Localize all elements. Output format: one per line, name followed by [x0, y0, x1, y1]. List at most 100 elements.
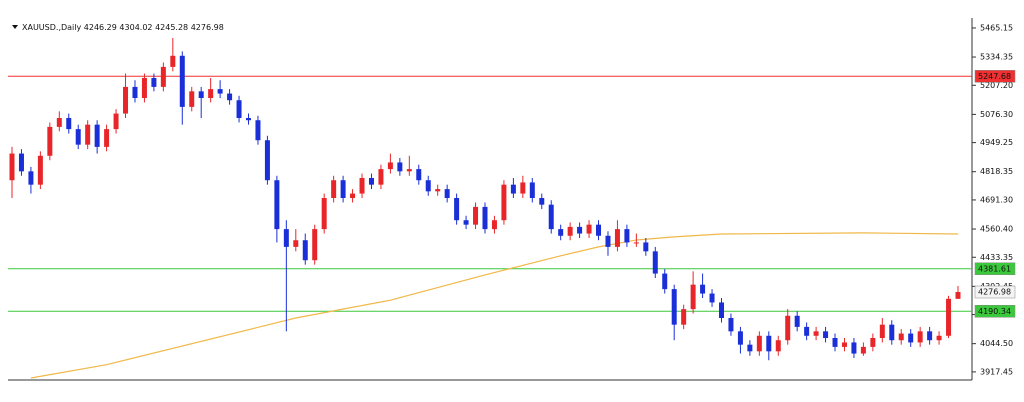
candle-body: [794, 315, 800, 327]
candle-body: [823, 331, 829, 338]
candle-body: [917, 331, 923, 343]
candle-body: [766, 335, 772, 352]
candle-body: [671, 289, 677, 325]
y-tick-label: 5465.15: [980, 23, 1013, 32]
candle-body: [425, 180, 431, 192]
candle-body: [756, 335, 762, 352]
symbol: XAUUSD.,Daily: [22, 23, 81, 32]
y-tick-label: 5207.20: [980, 81, 1013, 90]
candle-body: [321, 198, 327, 230]
candle-body: [255, 120, 261, 141]
close: 4276.98: [191, 23, 224, 32]
y-tick-label: 3917.45: [980, 367, 1013, 376]
y-tick-label: 5076.30: [980, 110, 1013, 119]
candle-body: [37, 155, 43, 185]
candle-body: [85, 124, 91, 145]
candle-body: [28, 171, 34, 185]
candle-body: [624, 229, 630, 243]
candle-body: [283, 229, 289, 247]
candle-body: [662, 273, 668, 290]
candle-body: [397, 162, 403, 172]
candle-body: [368, 178, 374, 185]
candle-body: [614, 229, 620, 247]
candle-body: [860, 346, 866, 354]
candle-body: [340, 180, 346, 198]
candle-body: [170, 55, 176, 67]
candle-body: [709, 293, 715, 303]
candle-body: [955, 292, 961, 299]
moving-average: [30, 232, 959, 379]
candle-body: [66, 118, 72, 130]
candle-body: [189, 91, 195, 107]
candle-body: [633, 242, 639, 244]
candle-body: [416, 169, 422, 181]
candle-body: [652, 251, 658, 274]
candle-body: [454, 198, 460, 221]
candle-body: [246, 118, 251, 121]
candle-body: [841, 342, 847, 347]
candle-body: [529, 182, 535, 198]
y-tick-label: 4949.25: [980, 138, 1013, 147]
header: XAUUSD.,Daily 4246.29 4304.02 4245.28 42…: [22, 23, 224, 32]
candle-body: [312, 229, 318, 261]
candle-body: [75, 129, 81, 145]
candle-body: [132, 86, 138, 98]
candle-body: [898, 333, 904, 341]
candle-body: [179, 55, 185, 107]
level-tag: 4381.61: [978, 264, 1011, 273]
candle-body: [350, 193, 356, 198]
candle-body: [747, 344, 753, 352]
candle-body: [908, 333, 914, 343]
candle-body: [406, 169, 412, 172]
candle-body: [482, 206, 488, 230]
candle-body: [501, 184, 507, 221]
plot-area: [8, 38, 972, 379]
candle-body: [94, 124, 100, 147]
candle-body: [473, 206, 479, 225]
candle-body: [463, 220, 469, 225]
candle-body: [113, 113, 119, 130]
candle-body: [889, 324, 895, 341]
candle-body: [605, 235, 611, 247]
menu-arrow[interactable]: [12, 25, 18, 29]
candle-body: [936, 335, 942, 341]
candle-body: [208, 89, 214, 98]
candle-body: [198, 91, 204, 98]
candle-body: [832, 338, 838, 347]
candle-body: [558, 229, 564, 236]
candle-body: [217, 89, 223, 94]
candle-body: [775, 340, 781, 352]
candle-body: [236, 100, 242, 118]
candle-body: [719, 302, 724, 318]
candle-body: [596, 224, 602, 236]
candle-body: [690, 284, 696, 310]
candle-body: [548, 204, 554, 230]
level-tag: 4190.34: [978, 307, 1011, 316]
candle-body: [56, 118, 62, 127]
candle-body: [643, 242, 649, 252]
level-tag: 5247.68: [978, 72, 1011, 81]
y-tick-label: 4818.35: [980, 167, 1013, 176]
candle-body: [151, 78, 157, 87]
candle-body: [293, 240, 299, 247]
candle-body: [160, 66, 166, 87]
candle-body: [737, 331, 743, 345]
level-tag-box: [974, 70, 1016, 83]
candle-body: [274, 180, 280, 230]
y-tick-label: 4433.35: [980, 253, 1013, 262]
low: 4245.28: [155, 23, 188, 32]
y-tick-label: 4044.50: [980, 339, 1013, 348]
candle-body: [435, 189, 441, 192]
current-price-tag-box: [974, 285, 1016, 299]
open: 4246.29: [84, 23, 117, 32]
candle-body: [491, 220, 497, 230]
candle-body: [141, 78, 147, 98]
candle-body: [700, 284, 706, 294]
candle-body: [577, 226, 583, 234]
y-tick-label: 4560.40: [980, 225, 1013, 234]
candle-body: [444, 189, 450, 198]
candle-body: [123, 86, 129, 114]
candle-body: [302, 240, 308, 261]
